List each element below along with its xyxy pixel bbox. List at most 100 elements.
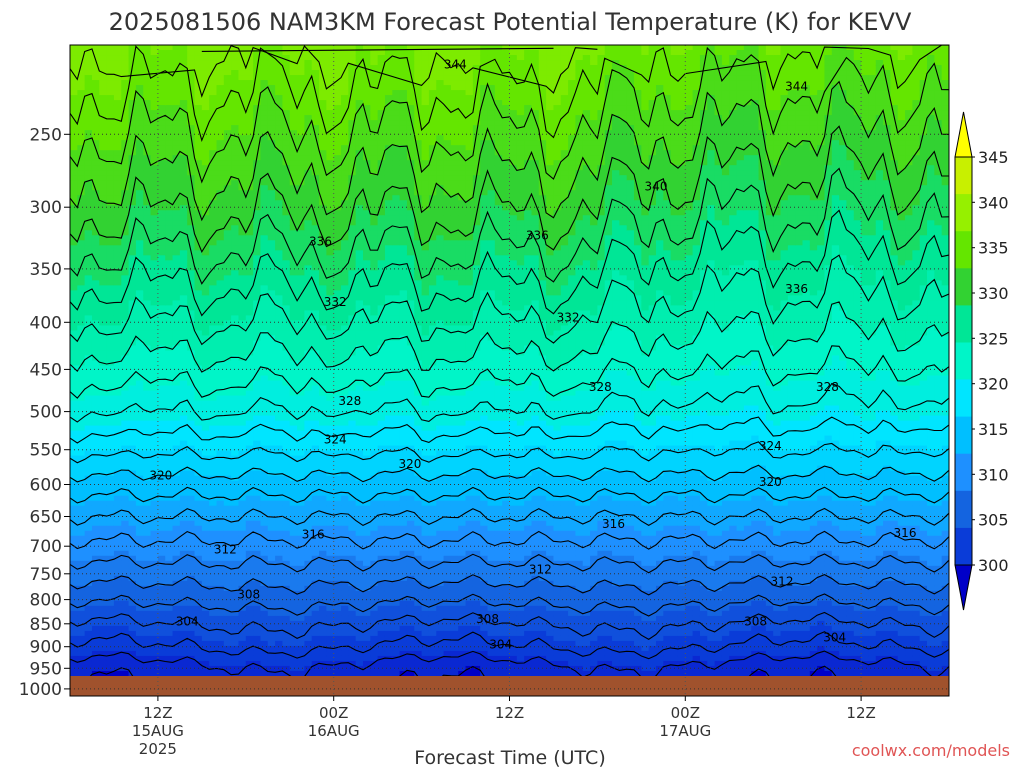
theta-cell <box>231 95 240 101</box>
theta-cell <box>333 115 342 121</box>
theta-cell <box>231 670 240 677</box>
theta-cell <box>150 55 159 61</box>
theta-cell <box>143 425 152 432</box>
theta-cell <box>187 335 196 342</box>
theta-cell <box>260 300 269 306</box>
theta-cell <box>179 585 188 592</box>
theta-cell <box>275 140 284 146</box>
theta-cell <box>84 395 93 402</box>
theta-cell <box>282 490 291 497</box>
theta-cell <box>84 405 93 412</box>
theta-cell <box>223 330 232 337</box>
theta-cell <box>91 530 100 537</box>
theta-cell <box>289 625 298 632</box>
theta-cell <box>333 530 342 537</box>
theta-cell <box>201 65 210 71</box>
theta-cell <box>231 365 240 372</box>
theta-cell <box>216 570 225 577</box>
theta-cell <box>275 115 284 121</box>
theta-cell <box>165 380 174 387</box>
theta-cell <box>70 245 78 251</box>
theta-cell <box>297 560 305 567</box>
theta-cell <box>91 485 100 492</box>
theta-cell <box>238 60 247 66</box>
theta-cell <box>289 490 298 497</box>
theta-cell <box>231 160 240 166</box>
theta-cell <box>289 385 298 392</box>
theta-cell <box>70 525 78 532</box>
theta-cell <box>319 645 327 652</box>
theta-cell <box>238 165 247 171</box>
theta-cell <box>333 140 342 146</box>
theta-cell <box>333 520 342 527</box>
theta-cell <box>341 645 349 652</box>
theta-cell <box>253 605 262 612</box>
theta-cell <box>341 310 349 317</box>
theta-cell <box>238 505 247 512</box>
theta-cell <box>179 65 188 71</box>
theta-cell <box>106 650 115 657</box>
theta-cell <box>223 575 232 582</box>
theta-cell <box>70 160 78 166</box>
theta-cell <box>77 630 86 637</box>
theta-cell <box>179 605 188 612</box>
theta-cell <box>201 365 210 372</box>
theta-cell <box>165 325 174 332</box>
theta-cell <box>121 495 130 502</box>
theta-cell <box>157 300 166 306</box>
theta-cell <box>267 545 276 552</box>
theta-cell <box>275 295 284 301</box>
theta-cell <box>179 140 188 146</box>
theta-cell <box>187 630 196 637</box>
theta-cell <box>121 125 130 131</box>
theta-cell <box>121 560 130 567</box>
theta-cell <box>209 195 218 201</box>
theta-cell <box>333 75 342 81</box>
theta-cell <box>297 345 305 352</box>
theta-cell <box>311 470 320 477</box>
theta-cell <box>187 195 196 201</box>
theta-cell <box>143 225 152 231</box>
theta-cell <box>260 95 269 101</box>
theta-cell <box>238 530 247 537</box>
theta-cell <box>179 425 188 432</box>
theta-cell <box>282 315 291 322</box>
theta-cell <box>201 80 210 86</box>
theta-cell <box>245 470 254 477</box>
theta-cell <box>245 650 254 657</box>
theta-cell <box>231 50 240 56</box>
theta-cell <box>128 245 137 251</box>
theta-cell <box>157 80 166 86</box>
theta-cell <box>91 295 100 301</box>
theta-cell <box>311 310 320 317</box>
theta-cell <box>157 640 166 647</box>
theta-cell <box>238 670 247 677</box>
theta-cell <box>157 60 166 66</box>
theta-cell <box>245 625 254 632</box>
theta-cell <box>275 575 284 582</box>
theta-cell <box>304 640 313 647</box>
theta-cell <box>260 305 269 312</box>
theta-cell <box>128 160 137 166</box>
theta-cell <box>99 225 108 231</box>
theta-cell <box>282 460 291 467</box>
theta-cell <box>267 405 276 412</box>
theta-cell <box>194 105 203 111</box>
theta-cell <box>121 250 130 256</box>
theta-cell <box>245 420 254 427</box>
theta-cell <box>275 275 284 281</box>
theta-cell <box>267 560 276 567</box>
theta-cell <box>70 360 78 367</box>
theta-cell <box>99 460 108 467</box>
theta-cell <box>223 340 232 347</box>
theta-cell <box>311 630 320 637</box>
theta-cell <box>333 425 342 432</box>
theta-cell <box>333 540 342 547</box>
theta-cell <box>348 185 357 191</box>
theta-cell <box>121 570 130 577</box>
theta-cell <box>165 350 174 357</box>
theta-cell <box>297 550 305 557</box>
theta-cell <box>238 335 247 342</box>
theta-cell <box>319 395 327 402</box>
theta-cell <box>348 205 357 211</box>
